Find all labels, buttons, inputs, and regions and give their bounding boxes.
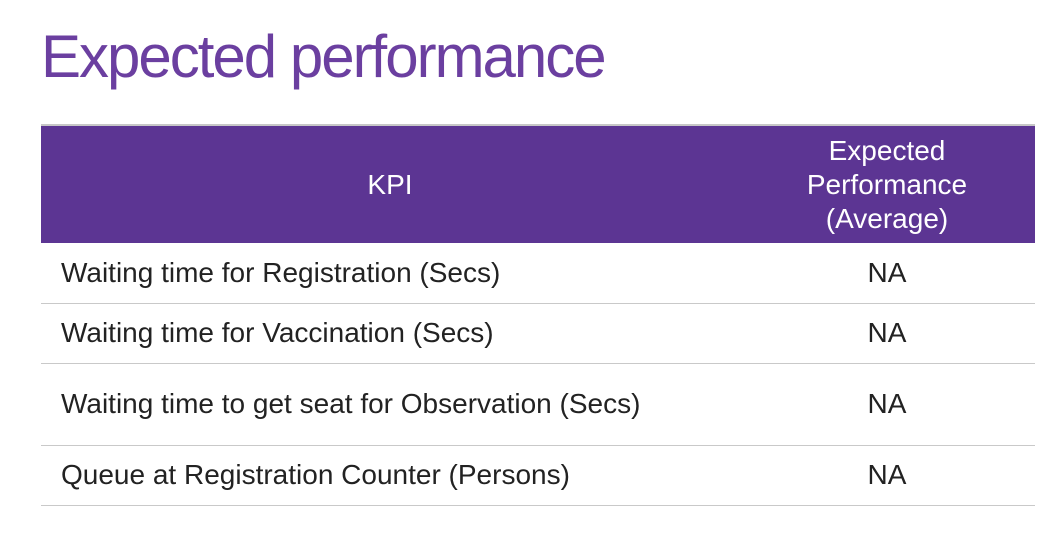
table-header-row: KPI Expected Performance (Average) — [41, 124, 1035, 243]
table-row: Waiting time for Vaccination (Secs) NA — [41, 303, 1035, 364]
table-row: Queue at Registration Counter (Persons) … — [41, 445, 1035, 506]
kpi-table: KPI Expected Performance (Average) Waiti… — [41, 124, 1035, 506]
kpi-cell: Waiting time for Vaccination (Secs) — [41, 303, 739, 364]
expected-cell: NA — [739, 445, 1035, 506]
table-row: Waiting time for Registration (Secs) NA — [41, 243, 1035, 304]
header-expected-performance-label: Expected Performance (Average) — [806, 134, 968, 234]
table-body: Waiting time for Registration (Secs) NA … — [41, 243, 1035, 506]
page-title: Expected performance — [41, 23, 607, 90]
table-row: Waiting time to get seat for Observation… — [41, 363, 1035, 446]
header-expected-performance: Expected Performance (Average) — [739, 124, 1035, 243]
kpi-cell: Waiting time for Registration (Secs) — [41, 243, 739, 304]
expected-cell: NA — [739, 363, 1035, 446]
kpi-cell: Queue at Registration Counter (Persons) — [41, 445, 739, 506]
header-kpi: KPI — [41, 124, 739, 243]
expected-cell: NA — [739, 303, 1035, 364]
kpi-cell: Waiting time to get seat for Observation… — [41, 363, 739, 446]
table-header: KPI Expected Performance (Average) — [41, 124, 1035, 243]
expected-cell: NA — [739, 243, 1035, 304]
